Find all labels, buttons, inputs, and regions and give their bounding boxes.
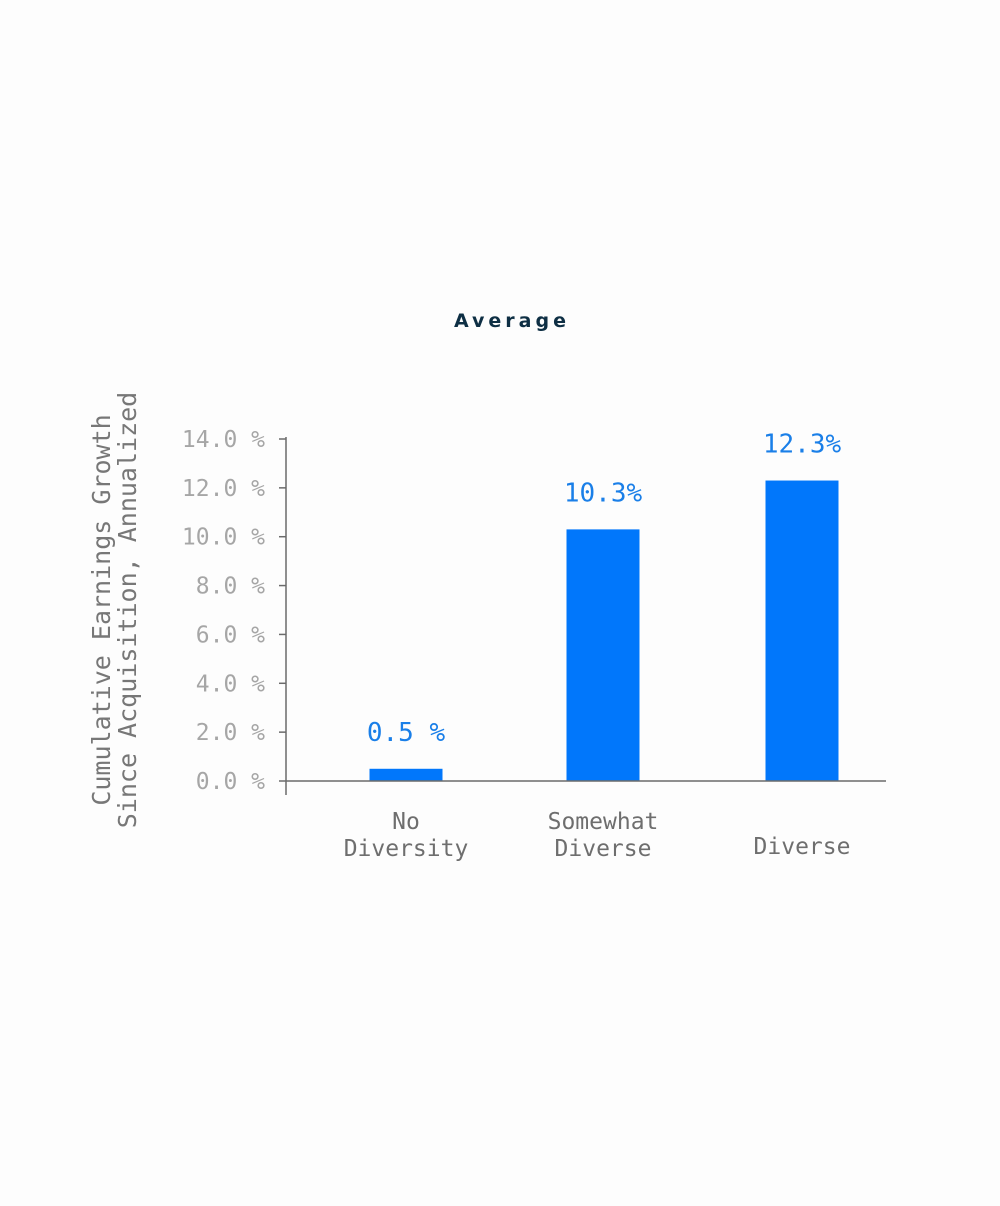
bar-2 — [566, 529, 640, 781]
y-tick-label: 2.0 % — [196, 720, 265, 746]
category-label-1: Diversity — [344, 836, 469, 862]
y-axis-ticks: 0.0 % 2.0 % 4.0 % 6.0 % 8.0 % 10.0 % 12.0 % 14.… — [182, 427, 286, 795]
chart-title: Average — [454, 310, 570, 332]
y-tick-label: 14.0 % — [182, 427, 265, 453]
category-label-1: No — [392, 809, 420, 835]
bars — [369, 480, 839, 781]
y-tick-label: 12.0 % — [182, 476, 265, 502]
y-tick-label: 10.0 % — [182, 525, 265, 551]
data-labels: 0.5 % 10.3% 12.3% — [367, 430, 842, 748]
y-tick-label: 6.0 % — [196, 622, 265, 648]
category-label-3: Diverse — [754, 834, 851, 860]
bar-1 — [369, 768, 443, 781]
category-label-2: Somewhat — [548, 809, 659, 835]
category-label-2: Diverse — [555, 836, 652, 862]
y-axis-title: Cumulative Earnings Growth Since Acquisi… — [87, 392, 142, 829]
y-axis-title-line-2: Since Acquisition, Annualized — [113, 392, 142, 829]
y-tick-label: 0.0 % — [196, 769, 265, 795]
y-tick-label: 8.0 % — [196, 574, 265, 600]
data-label-3: 12.3% — [763, 430, 842, 460]
bar-3 — [765, 480, 839, 781]
y-axis-title-line-1: Cumulative Earnings Growth — [87, 414, 116, 805]
y-tick-label: 4.0 % — [196, 671, 265, 697]
data-label-1: 0.5 % — [367, 718, 446, 748]
data-label-2: 10.3% — [564, 478, 643, 508]
